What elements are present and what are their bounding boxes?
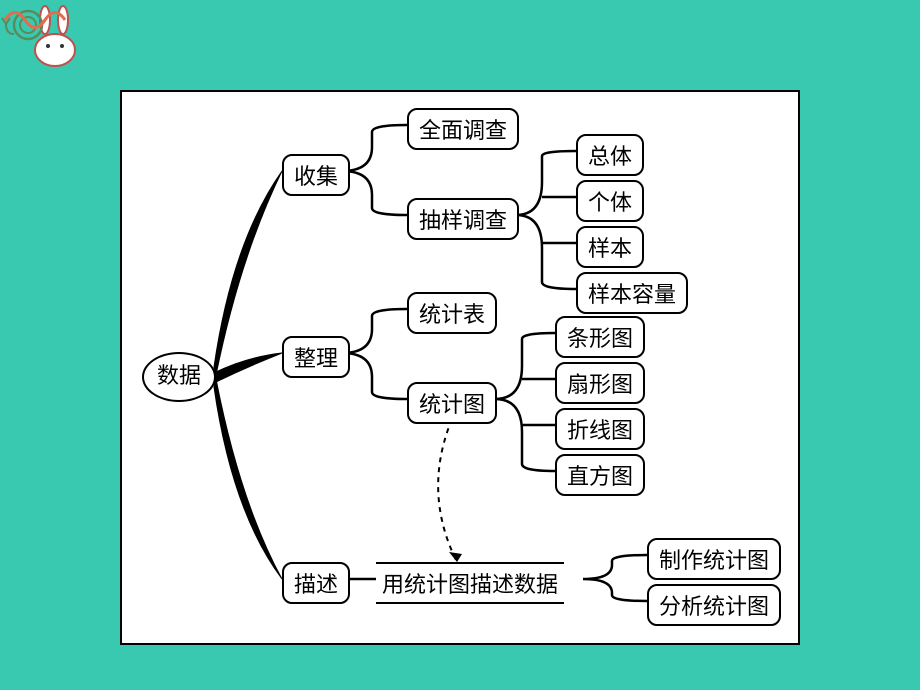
- decor-bunny: [0, 0, 90, 70]
- bracket-c2: [342, 309, 407, 399]
- branch-root-c2: [216, 353, 282, 382]
- node-describe: 描述: [282, 562, 350, 604]
- node-describe-data: 用统计图描述数据: [376, 562, 564, 604]
- node-histogram: 直方图: [555, 454, 645, 496]
- node-bar-chart: 条形图: [555, 316, 645, 358]
- decor-squiggle: [0, 0, 70, 30]
- node-sample: 样本: [576, 226, 644, 268]
- node-organize: 整理: [282, 336, 350, 378]
- node-sample-survey: 抽样调查: [407, 198, 519, 240]
- dashed-arrow: [438, 419, 457, 562]
- node-population: 总体: [576, 134, 644, 176]
- branch-root-c1: [214, 171, 282, 375]
- node-individual: 个体: [576, 180, 644, 222]
- bracket-c3a: [583, 555, 647, 601]
- bracket-c1: [342, 125, 407, 215]
- bracket-c2b: [495, 333, 555, 471]
- node-full-survey: 全面调查: [407, 108, 519, 150]
- diagram-panel: 数据 收集 整理 描述 全面调查 抽样调查 总体 个体 样本 样本容量 统计表 …: [120, 90, 800, 645]
- node-pie-chart: 扇形图: [555, 362, 645, 404]
- branch-root-c3: [214, 379, 282, 579]
- node-line-chart: 折线图: [555, 408, 645, 450]
- bracket-c1b: [516, 151, 576, 289]
- decor-snail: [0, 0, 55, 45]
- node-collect: 收集: [282, 154, 350, 196]
- node-stat-chart: 统计图: [407, 382, 497, 424]
- dashed-arrow-head: [449, 552, 462, 562]
- node-root: 数据: [142, 352, 216, 402]
- node-analyze-chart: 分析统计图: [647, 584, 781, 626]
- node-stat-table: 统计表: [407, 292, 497, 334]
- node-make-chart: 制作统计图: [647, 538, 781, 580]
- node-sample-size: 样本容量: [576, 272, 688, 314]
